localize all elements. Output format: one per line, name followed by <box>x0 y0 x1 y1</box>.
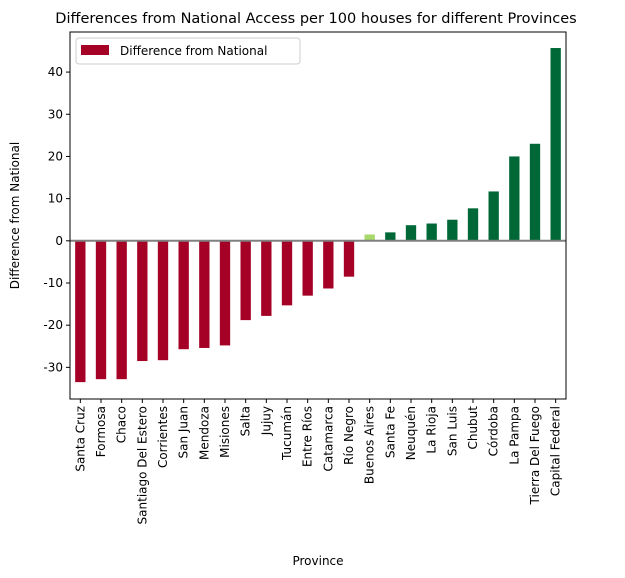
x-tick-label: La Pampa <box>507 406 521 465</box>
x-tick-label: Jujuy <box>259 406 273 436</box>
x-tick-label: San Juan <box>177 406 191 459</box>
legend-box <box>75 37 301 65</box>
x-tick-label: Córdoba <box>487 406 501 456</box>
x-tick-label: Buenos Aires <box>363 406 377 484</box>
bar <box>178 240 189 350</box>
y-tick-label: 20 <box>48 149 63 163</box>
x-tick-label: La Rioja <box>425 406 439 454</box>
bar <box>529 143 541 241</box>
bar <box>116 240 127 380</box>
y-tick-label: 30 <box>48 107 63 121</box>
x-tick-label: Santiago Del Estero <box>135 406 149 524</box>
y-tick-label: 0 <box>55 234 63 248</box>
y-axis: -30 -20 -10 0 10 20 30 40 <box>43 65 70 374</box>
y-axis-label: Difference from National <box>8 142 22 289</box>
x-tick-label: Formosa <box>94 406 108 457</box>
legend-entry-label: Difference from National <box>120 44 267 58</box>
bars-group <box>75 48 561 383</box>
bar <box>157 240 169 361</box>
bar <box>550 48 561 241</box>
x-tick-label: Tucumán <box>280 406 294 461</box>
x-axis: Santa Cruz Formosa Chaco Santiago Del Ester… <box>73 399 563 524</box>
x-tick-label: Chaco <box>115 406 129 443</box>
bar <box>509 156 520 241</box>
plot-frame <box>69 31 567 400</box>
chart-title: Differences from National Access per 100… <box>55 11 576 27</box>
bar <box>426 223 437 241</box>
y-tick-label: 40 <box>48 65 63 79</box>
x-tick-label: Corrientes <box>156 406 170 468</box>
bar <box>488 191 499 241</box>
bar <box>405 225 417 241</box>
x-tick-label: Capital Federal <box>549 406 563 496</box>
bar <box>137 240 148 362</box>
bar <box>385 232 396 241</box>
bar <box>343 240 355 277</box>
x-tick-label: Catamarca <box>321 406 335 471</box>
x-tick-label: Tierra Del Fuego <box>528 406 542 505</box>
bar <box>323 240 334 289</box>
bar <box>219 240 231 346</box>
bar <box>447 219 458 241</box>
y-tick-label: -30 <box>43 360 63 374</box>
x-tick-label: Salta <box>239 406 253 436</box>
y-tick-label: -10 <box>43 276 63 290</box>
x-tick-label: Chubut <box>466 406 480 450</box>
x-tick-label: Santa Cruz <box>73 406 87 472</box>
y-tick-label: -20 <box>43 318 63 332</box>
bar <box>364 234 375 241</box>
x-tick-label: Río Negro <box>342 406 356 465</box>
x-tick-label: San Luis <box>445 406 459 456</box>
bar <box>199 240 210 348</box>
y-tick-label: 10 <box>48 192 63 206</box>
bar <box>261 240 272 316</box>
x-tick-label: Mendoza <box>197 406 211 460</box>
x-tick-label: Neuquén <box>404 406 418 460</box>
x-axis-label: Province <box>292 554 343 568</box>
bar <box>240 240 251 321</box>
legend-swatch <box>81 45 109 55</box>
legend: Difference from National <box>75 37 301 65</box>
bar <box>95 240 107 380</box>
x-tick-label: Santa Fe <box>383 406 397 458</box>
x-tick-label: Misiones <box>218 406 232 458</box>
bar <box>281 240 293 306</box>
bar <box>75 240 86 383</box>
bar <box>467 208 479 241</box>
bar <box>302 240 313 296</box>
x-tick-label: Entre Ríos <box>301 406 315 467</box>
